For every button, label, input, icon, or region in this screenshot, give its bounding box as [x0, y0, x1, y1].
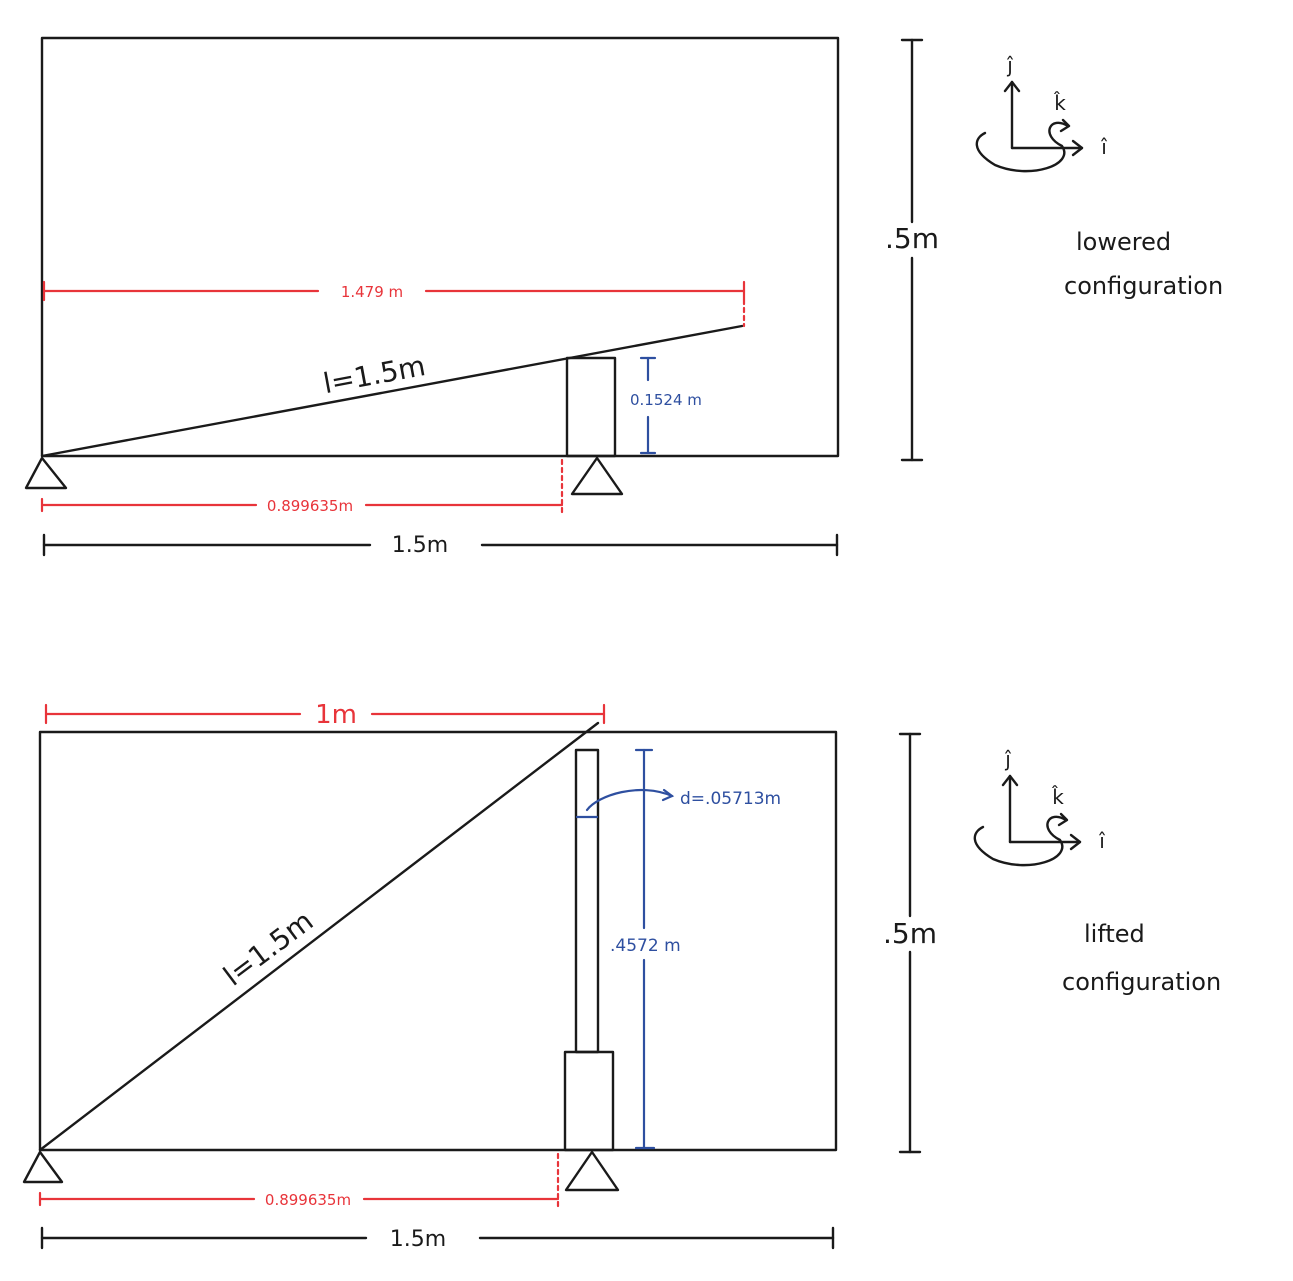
lifted-post-upper — [574, 748, 600, 1054]
lifted-axis-i: î — [1098, 829, 1105, 853]
lifted-caption-line1: lifted — [1084, 920, 1145, 948]
lifted-support-label: 0.899635m — [265, 1191, 351, 1209]
lifted-post-lower — [563, 1050, 615, 1152]
lifted-width-label: 1.5m — [390, 1227, 446, 1252]
lowered-beam-length-label: l=1.5m — [321, 349, 428, 400]
lifted-axes-icon: ĵ k̂ î — [973, 747, 1105, 867]
lowered-pin-support-right — [570, 456, 624, 496]
lowered-configuration: 1.479 m 0.899635m 0.1524 m l=1.5m 1.5m .… — [24, 36, 1223, 558]
lifted-height-label: .5m — [883, 917, 937, 950]
lowered-caption-line2: configuration — [1064, 272, 1223, 300]
lowered-support-label: 0.899635m — [267, 497, 353, 515]
lowered-axis-j: ĵ — [1006, 53, 1013, 77]
lowered-height-label: .5m — [885, 222, 939, 255]
lowered-caption-line1: lowered — [1076, 228, 1171, 256]
lifted-frame — [38, 730, 838, 1152]
lowered-beam — [40, 324, 744, 458]
lifted-axis-j: ĵ — [1004, 747, 1011, 771]
lowered-width-label: 1.5m — [392, 533, 448, 558]
lifted-projection-label: 1m — [315, 700, 357, 730]
lowered-axes-icon: ĵ k̂ î — [975, 53, 1107, 173]
lifted-axis-k: k̂ — [1052, 785, 1064, 809]
lowered-frame — [40, 36, 840, 458]
lowered-projection-label: 1.479 m — [341, 283, 403, 301]
lifted-beam — [38, 721, 600, 1152]
lowered-pin-support-left — [24, 456, 68, 490]
lifted-configuration: 1m 0.899635m .4572 m d=.05713m l=1.5m 1.… — [22, 700, 1221, 1252]
lowered-post — [565, 356, 617, 458]
lifted-diameter-leader — [585, 788, 674, 812]
lifted-diameter-arrowhead — [661, 788, 675, 802]
lifted-post-height-label: .4572 m — [610, 936, 681, 956]
lifted-caption-line2: configuration — [1062, 968, 1221, 996]
lifted-pin-support-left — [22, 1150, 64, 1184]
lowered-axis-k: k̂ — [1054, 91, 1066, 115]
lowered-post-height-label: 0.1524 m — [630, 391, 702, 409]
lifted-pin-support-right — [564, 1150, 620, 1192]
lifted-diameter-label: d=.05713m — [680, 789, 781, 809]
lowered-axis-i: î — [1100, 135, 1107, 159]
